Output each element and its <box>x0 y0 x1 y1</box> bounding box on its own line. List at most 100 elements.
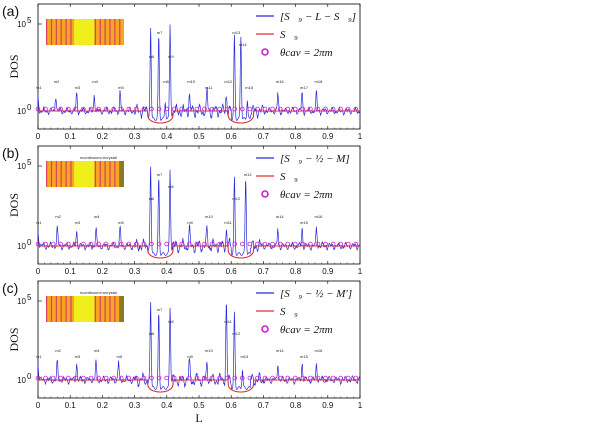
cavity-marker <box>277 106 283 112</box>
cavity-marker <box>240 375 245 381</box>
x-tick-label: 0.9 <box>322 267 334 276</box>
cavity-marker <box>111 241 116 247</box>
peak-label: m8 <box>168 319 174 324</box>
peak-label: m3 <box>75 220 81 225</box>
inset-stripe <box>109 296 111 322</box>
peak-label: m16 <box>315 348 324 353</box>
inset-stripe <box>109 19 111 45</box>
cavity-marker <box>300 106 306 112</box>
cavity-marker <box>43 375 48 381</box>
cavity-marker <box>232 106 238 112</box>
peak-label: m5 <box>117 354 123 359</box>
peak-label: m1 <box>36 85 42 90</box>
inset-stripe <box>50 296 53 322</box>
x-tick-label: 0.6 <box>226 132 238 141</box>
peak-label: m15 <box>300 220 309 225</box>
inset-cavity <box>74 19 95 45</box>
cavity-marker <box>118 106 124 112</box>
inset-stripe <box>119 296 121 322</box>
cavity-marker <box>262 106 268 112</box>
inset-stripe <box>55 296 57 322</box>
cavity-marker <box>81 375 86 381</box>
x-tick-label: 0.1 <box>65 267 77 276</box>
cavity-marker <box>232 241 238 247</box>
x-tick-label: 0.4 <box>161 267 173 276</box>
inset-stripe <box>114 161 116 187</box>
cavity-marker <box>65 106 71 112</box>
peak-label: m1 <box>36 354 42 359</box>
legend-label: S⃗₉ <box>280 171 298 183</box>
peak-label: m4 <box>92 79 98 84</box>
peak-label: m3 <box>75 354 81 359</box>
peak-label: m4 <box>94 214 100 219</box>
structure-inset <box>46 161 124 187</box>
y-tick-label: 10 <box>17 376 26 385</box>
peak-label: m5 <box>118 220 124 225</box>
x-tick-label: 0.7 <box>258 267 270 276</box>
peak-label: m16 <box>315 214 324 219</box>
series-red-line <box>38 379 360 393</box>
legend-marker <box>261 190 269 198</box>
peak-label: m4 <box>94 348 100 353</box>
cavity-marker <box>58 106 64 112</box>
peak-label: m7 <box>157 172 163 177</box>
x-tick-label: 0.5 <box>193 267 205 276</box>
peak-label: m14 <box>276 214 285 219</box>
x-tick-label: 0.8 <box>290 401 302 410</box>
peak-label: m7 <box>157 30 163 35</box>
x-tick-label: 0.5 <box>193 401 205 410</box>
cavity-marker <box>345 375 351 381</box>
cavity-marker <box>308 375 313 381</box>
peak-label: m6 <box>149 331 155 336</box>
cavity-marker <box>277 375 283 381</box>
cavity-marker <box>118 375 124 381</box>
cavity-marker <box>315 375 321 381</box>
cavity-marker <box>141 375 147 381</box>
x-tick-label: 0.7 <box>258 132 270 141</box>
peak-label: m7 <box>157 307 163 312</box>
cavity-marker <box>262 375 268 381</box>
inset-stripe <box>65 296 67 322</box>
cavity-marker <box>338 375 343 381</box>
legend-label: [S⃗₉ − ½ − M′] <box>280 288 352 300</box>
legend-label: θcav = 2πm <box>280 189 333 201</box>
peak-label: m1 <box>36 220 42 225</box>
cavity-marker <box>224 241 230 247</box>
peak-label: m18 <box>315 79 324 84</box>
y-tick-label: 10 <box>17 107 26 116</box>
cavity-marker <box>247 241 253 247</box>
cavity-marker <box>65 241 71 247</box>
cavity-marker <box>58 241 64 247</box>
inset-stripe <box>99 19 101 45</box>
inset-end <box>120 161 124 187</box>
cavity-marker <box>141 241 147 247</box>
peak-label: m14 <box>239 42 248 47</box>
y-tick-label: 10 <box>17 242 26 251</box>
inset-stripe <box>99 161 101 187</box>
peak-label: m17 <box>300 85 309 90</box>
legend-label: [S⃗₉ − ½ − M] <box>280 153 350 165</box>
cavity-marker <box>315 241 321 247</box>
x-tick-label: 0 <box>36 132 41 141</box>
cavity-marker <box>156 106 162 112</box>
cavity-marker <box>315 106 321 112</box>
cavity-marker <box>345 241 351 247</box>
x-axis-label: L <box>195 411 202 425</box>
inset-stripe <box>94 296 96 322</box>
peak-label: m12 <box>232 331 241 336</box>
cavity-marker <box>292 241 298 247</box>
inset-stripe <box>46 161 48 187</box>
panel-label: (b) <box>2 145 19 161</box>
cavity-marker <box>194 241 200 247</box>
peak-label: m11 <box>224 220 232 225</box>
inset-stripe <box>55 19 57 45</box>
cavity-marker <box>285 241 291 247</box>
peak-label: m15 <box>245 85 254 90</box>
cavity-marker <box>270 106 275 112</box>
cavity-marker <box>323 106 328 112</box>
cavity-marker <box>217 241 222 247</box>
cavity-marker <box>194 375 200 381</box>
cavity-marker <box>43 241 48 247</box>
cavity-marker <box>330 241 336 247</box>
cavity-marker <box>149 375 154 381</box>
